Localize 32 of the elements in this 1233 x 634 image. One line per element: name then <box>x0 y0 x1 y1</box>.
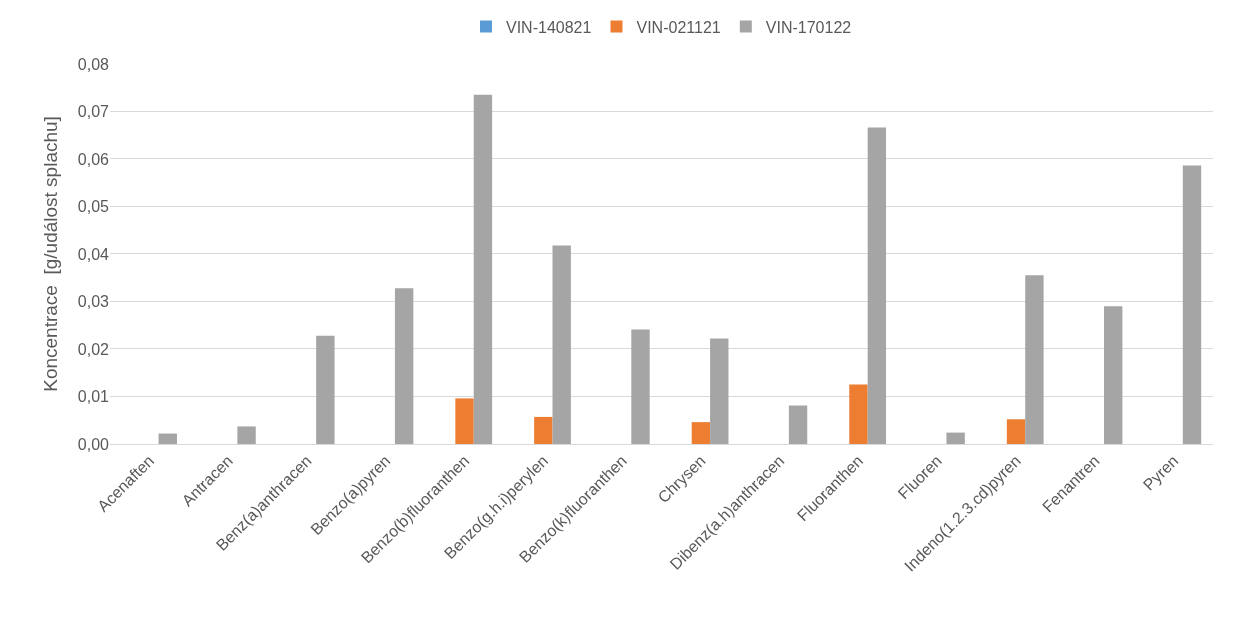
bar <box>1182 165 1202 444</box>
y-tick-label: 0,06 <box>77 150 110 168</box>
bar <box>1006 419 1026 444</box>
y-axis-title: Koncentrace [g/událost splachu] <box>39 116 61 392</box>
bar <box>455 398 474 444</box>
bar <box>473 94 493 444</box>
bar <box>1104 306 1123 444</box>
bar <box>691 422 711 444</box>
y-tick-label: 0,00 <box>77 435 110 453</box>
bar <box>158 433 177 444</box>
bar <box>394 288 414 444</box>
y-tick-label: 0,02 <box>77 340 110 358</box>
bar <box>867 127 887 444</box>
legend-label: VIN-021121 <box>636 18 721 36</box>
bar <box>631 329 650 444</box>
y-tick-label: 0,07 <box>77 103 110 121</box>
legend-label: VIN-140821 <box>506 18 592 36</box>
bar <box>237 426 256 444</box>
bar <box>710 338 729 444</box>
y-tick-label: 0,05 <box>77 198 110 216</box>
bar <box>788 405 808 444</box>
y-tick-label: 0,03 <box>77 293 110 311</box>
bar <box>316 335 335 444</box>
legend-label: VIN-170122 <box>765 18 852 36</box>
y-tick-label: 0,04 <box>77 245 110 263</box>
y-tick-label: 0,01 <box>77 388 110 406</box>
bar <box>534 416 553 444</box>
bar <box>1025 275 1044 444</box>
bar <box>552 245 571 444</box>
bar <box>849 384 868 444</box>
bar <box>946 432 965 444</box>
y-tick-label: 0,08 <box>77 55 110 73</box>
